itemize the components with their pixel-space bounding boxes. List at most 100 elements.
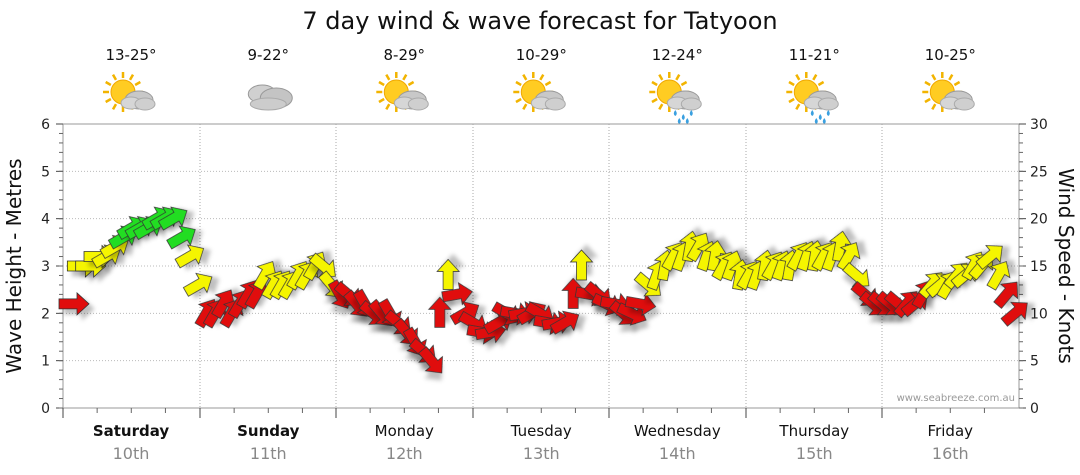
day-name: Wednesday (634, 422, 721, 440)
left-axis-label: Wave Height - Metres (2, 158, 26, 373)
rain-drop (681, 114, 685, 120)
wind-arrow (58, 291, 90, 316)
wind-arrow (427, 296, 452, 328)
wind-arrow-shape (157, 206, 188, 231)
sun-ray (931, 103, 937, 110)
sun-ray (788, 97, 795, 104)
wind-arrow-shape (975, 245, 1003, 270)
day-temperature: 9-22° (248, 46, 290, 64)
wind-arrow-shape (549, 310, 580, 335)
wind-arrow-shape (1000, 301, 1028, 327)
cloud-part (407, 97, 429, 111)
wind-arrow-shape (441, 282, 473, 306)
rain-drop (677, 118, 681, 124)
wind-arrow-shape (624, 292, 657, 317)
daily-weather-row: 13-25° 9-22° 8-29° 10-29° 12-24° 11-21° 10-25° (103, 46, 976, 124)
rain-drop (685, 118, 689, 124)
wind-arrow-shape (58, 291, 90, 316)
sun-ray (128, 74, 135, 81)
sun-ray (675, 74, 681, 81)
left-tick-label: 6 (41, 117, 50, 133)
wind-arrow (166, 225, 196, 250)
right-tick-label: 20 (1030, 212, 1048, 228)
sun-ray (134, 80, 141, 87)
sun-ray (111, 74, 118, 81)
right-tick-label: 0 (1030, 401, 1039, 417)
right-axis: 0 5 10 15 20 25 30 (1019, 117, 1048, 417)
day-name: Friday (928, 422, 974, 440)
sun-ray (817, 80, 825, 87)
sun-ray (544, 80, 552, 87)
rain-drop (818, 114, 822, 120)
day-date: 13th (523, 444, 560, 463)
day-temperature: 10-29° (516, 46, 567, 64)
sun-ray (924, 97, 931, 104)
left-axis: 0 1 2 3 4 5 6 (41, 117, 63, 417)
day-temperature: 10-25° (925, 46, 976, 64)
wind-arrow-shape (993, 281, 1019, 309)
day-name: Sunday (237, 422, 300, 440)
day-date: 15th (796, 444, 833, 463)
day-date: 16th (932, 444, 969, 463)
credit-text: www.seabreeze.com.au (897, 393, 1015, 404)
wind-arrow (549, 310, 580, 335)
day-date: 12th (386, 444, 423, 463)
rain-drop (822, 118, 826, 124)
rain-drop (673, 110, 677, 116)
sun-ray (953, 80, 961, 87)
wind-arrow (686, 232, 711, 263)
sun-ray (378, 97, 385, 104)
sun-ray (539, 74, 545, 81)
day-date: 11th (250, 444, 287, 463)
day-name: Saturday (93, 422, 170, 440)
day-temperature: 11-21° (789, 46, 840, 64)
day-date: 10th (113, 444, 150, 463)
cloud-part (680, 97, 702, 111)
day-labels: Saturday 10th Sunday 11th Monday 12th Tuesday 1… (62, 408, 985, 463)
wind-arrow-shape (721, 250, 744, 282)
sun-ray (402, 74, 408, 81)
wind-arrow-shape (436, 258, 461, 290)
sun-ray (105, 97, 112, 104)
sun-ray (105, 80, 112, 87)
sun-ray (788, 80, 795, 87)
wind-arrow (157, 206, 188, 231)
day-name: Thursday (778, 422, 849, 440)
wind-arrow-shape (686, 232, 711, 263)
cloud-part (134, 97, 156, 111)
sun-ray (931, 74, 937, 81)
rain-drop (814, 118, 818, 124)
wind-arrow-shape (174, 244, 205, 269)
day-temperature: 8-29° (384, 46, 426, 64)
left-tick-label: 3 (41, 259, 50, 275)
wind-arrow (624, 292, 657, 317)
left-tick-label: 1 (41, 354, 50, 370)
wind-arrow (418, 346, 443, 374)
sun-ray (795, 103, 801, 110)
rain-drop (689, 110, 693, 116)
wind-arrow-shape (166, 225, 196, 250)
wind-arrow-shape (561, 277, 586, 309)
right-axis-label: Wind Speed - Knots (1054, 168, 1078, 364)
left-tick-label: 0 (41, 401, 50, 417)
cloud-icon (247, 84, 293, 111)
cloud-part (953, 97, 975, 111)
day-name: Tuesday (510, 422, 572, 440)
sun-ray (378, 80, 385, 87)
sun-ray (651, 80, 658, 87)
rain-drop (826, 110, 830, 116)
day-temperature: 12-24° (652, 46, 703, 64)
sun-ray (795, 74, 801, 81)
sun-ray (515, 80, 522, 87)
day-name: Monday (375, 422, 434, 440)
chart-title: 7 day wind & wave forecast for Tatyoon (302, 7, 777, 35)
wind-arrow (993, 281, 1019, 309)
day-temperature: 13-25° (105, 46, 156, 64)
sun-cloud-icon (513, 72, 566, 112)
sun-ray (385, 74, 391, 81)
wind-arrow (561, 277, 586, 309)
wind-arrow (441, 282, 473, 306)
sun-ray (651, 97, 658, 104)
sun-cloud-icon (376, 72, 429, 112)
sun-ray (658, 74, 664, 81)
